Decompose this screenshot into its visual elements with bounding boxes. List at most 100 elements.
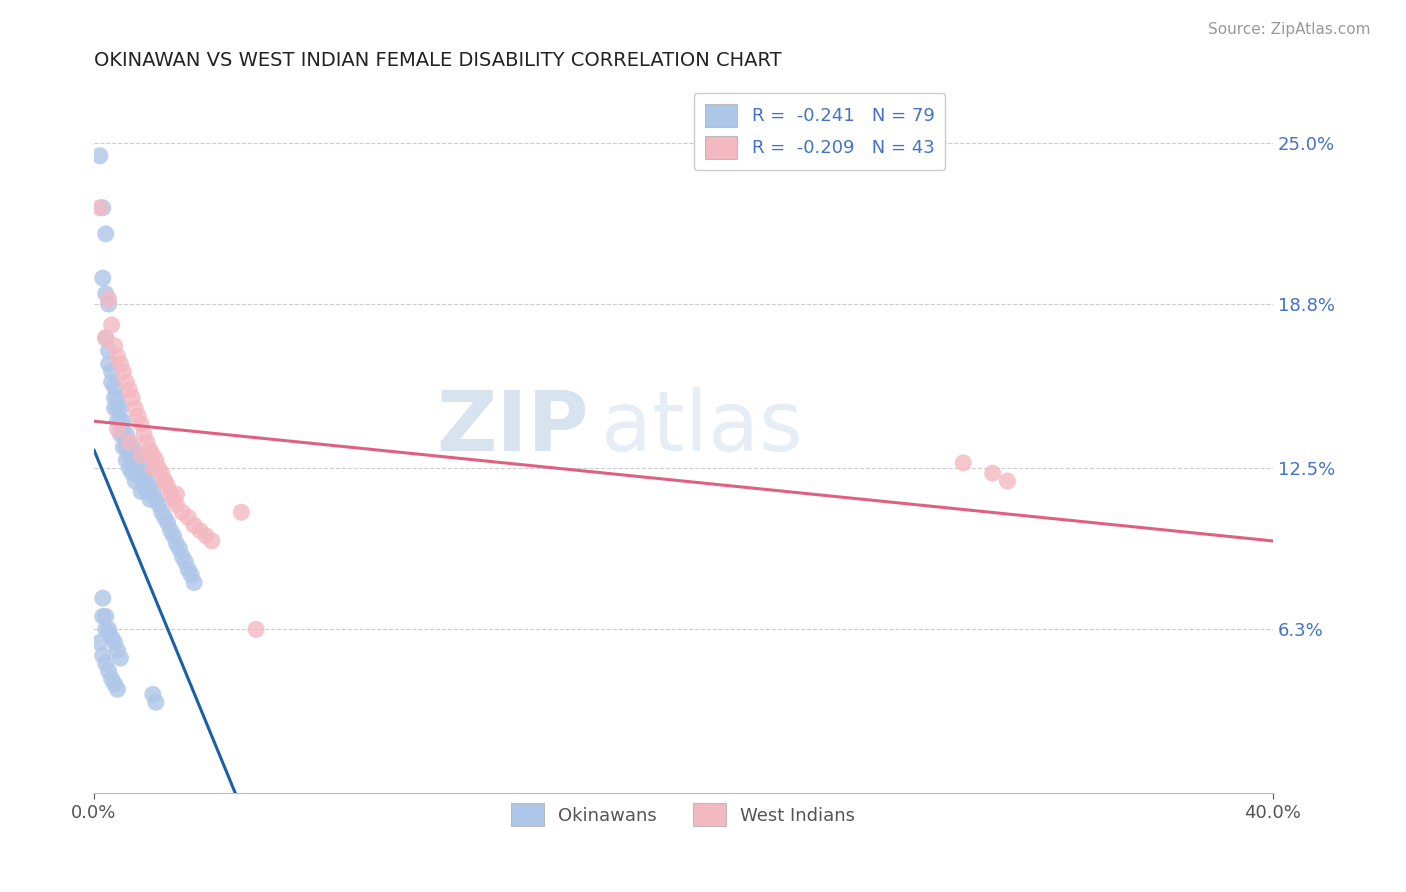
Point [142,688,165,702]
Point [165,498,187,512]
Point [103,339,125,353]
Point [145,492,167,507]
Point [129,471,152,485]
Point [103,380,125,394]
Point [129,448,152,462]
Point [952,456,974,470]
Point [94,657,117,671]
Point [132,427,155,442]
Point [91,591,114,606]
Point [127,467,149,481]
Text: atlas: atlas [600,387,803,468]
Point [118,383,141,397]
Point [91,201,114,215]
Point [142,461,165,475]
Point [136,484,159,499]
Point [94,286,117,301]
Point [136,471,159,485]
Point [156,479,179,493]
Point [112,365,135,379]
Point [148,498,170,512]
Point [110,651,132,665]
Point [94,331,117,345]
Point [118,435,141,450]
Point [89,635,111,649]
Point [121,453,143,467]
Point [97,623,120,637]
Point [177,510,200,524]
Point [94,609,117,624]
Point [100,672,122,686]
Text: OKINAWAN VS WEST INDIAN FEMALE DISABILITY CORRELATION CHART: OKINAWAN VS WEST INDIAN FEMALE DISABILIT… [94,51,782,70]
Point [100,365,122,379]
Point [124,448,146,462]
Point [153,474,176,488]
Point [110,427,132,442]
Point [107,391,129,405]
Text: Source: ZipAtlas.com: Source: ZipAtlas.com [1208,22,1371,37]
Point [162,529,184,543]
Point [153,510,176,524]
Point [162,492,184,507]
Point [183,575,205,590]
Point [231,505,253,519]
Point [110,357,132,371]
Text: ZIP: ZIP [436,387,589,468]
Point [165,487,187,501]
Point [115,375,138,389]
Point [100,318,122,332]
Point [110,414,132,428]
Point [172,505,194,519]
Point [118,461,141,475]
Point [115,453,138,467]
Point [100,375,122,389]
Point [127,453,149,467]
Point [94,623,117,637]
Point [150,505,173,519]
Point [103,677,125,691]
Point [981,467,1004,481]
Point [153,474,176,488]
Point [129,417,152,431]
Point [89,149,111,163]
Point [97,357,120,371]
Point [91,609,114,624]
Point [145,695,167,709]
Point [107,414,129,428]
Point [97,297,120,311]
Point [172,549,194,564]
Point [121,440,143,454]
Point [97,664,120,678]
Point [94,331,117,345]
Point [136,435,159,450]
Point [127,409,149,423]
Point [132,479,155,493]
Point [124,474,146,488]
Point [177,562,200,576]
Point [188,524,211,538]
Point [115,427,138,442]
Point [112,414,135,428]
Point [100,630,122,644]
Point [156,516,179,530]
Point [148,461,170,475]
Point [112,440,135,454]
Point [245,623,267,637]
Point [194,529,217,543]
Point [97,292,120,306]
Point [139,492,162,507]
Point [107,643,129,657]
Point [139,442,162,457]
Point [118,448,141,462]
Point [118,435,141,450]
Point [107,682,129,697]
Point [103,391,125,405]
Point [169,541,191,556]
Point [180,567,202,582]
Point [159,487,181,501]
Point [183,518,205,533]
Point [107,349,129,363]
Point [201,533,224,548]
Point [132,467,155,481]
Point [103,401,125,416]
